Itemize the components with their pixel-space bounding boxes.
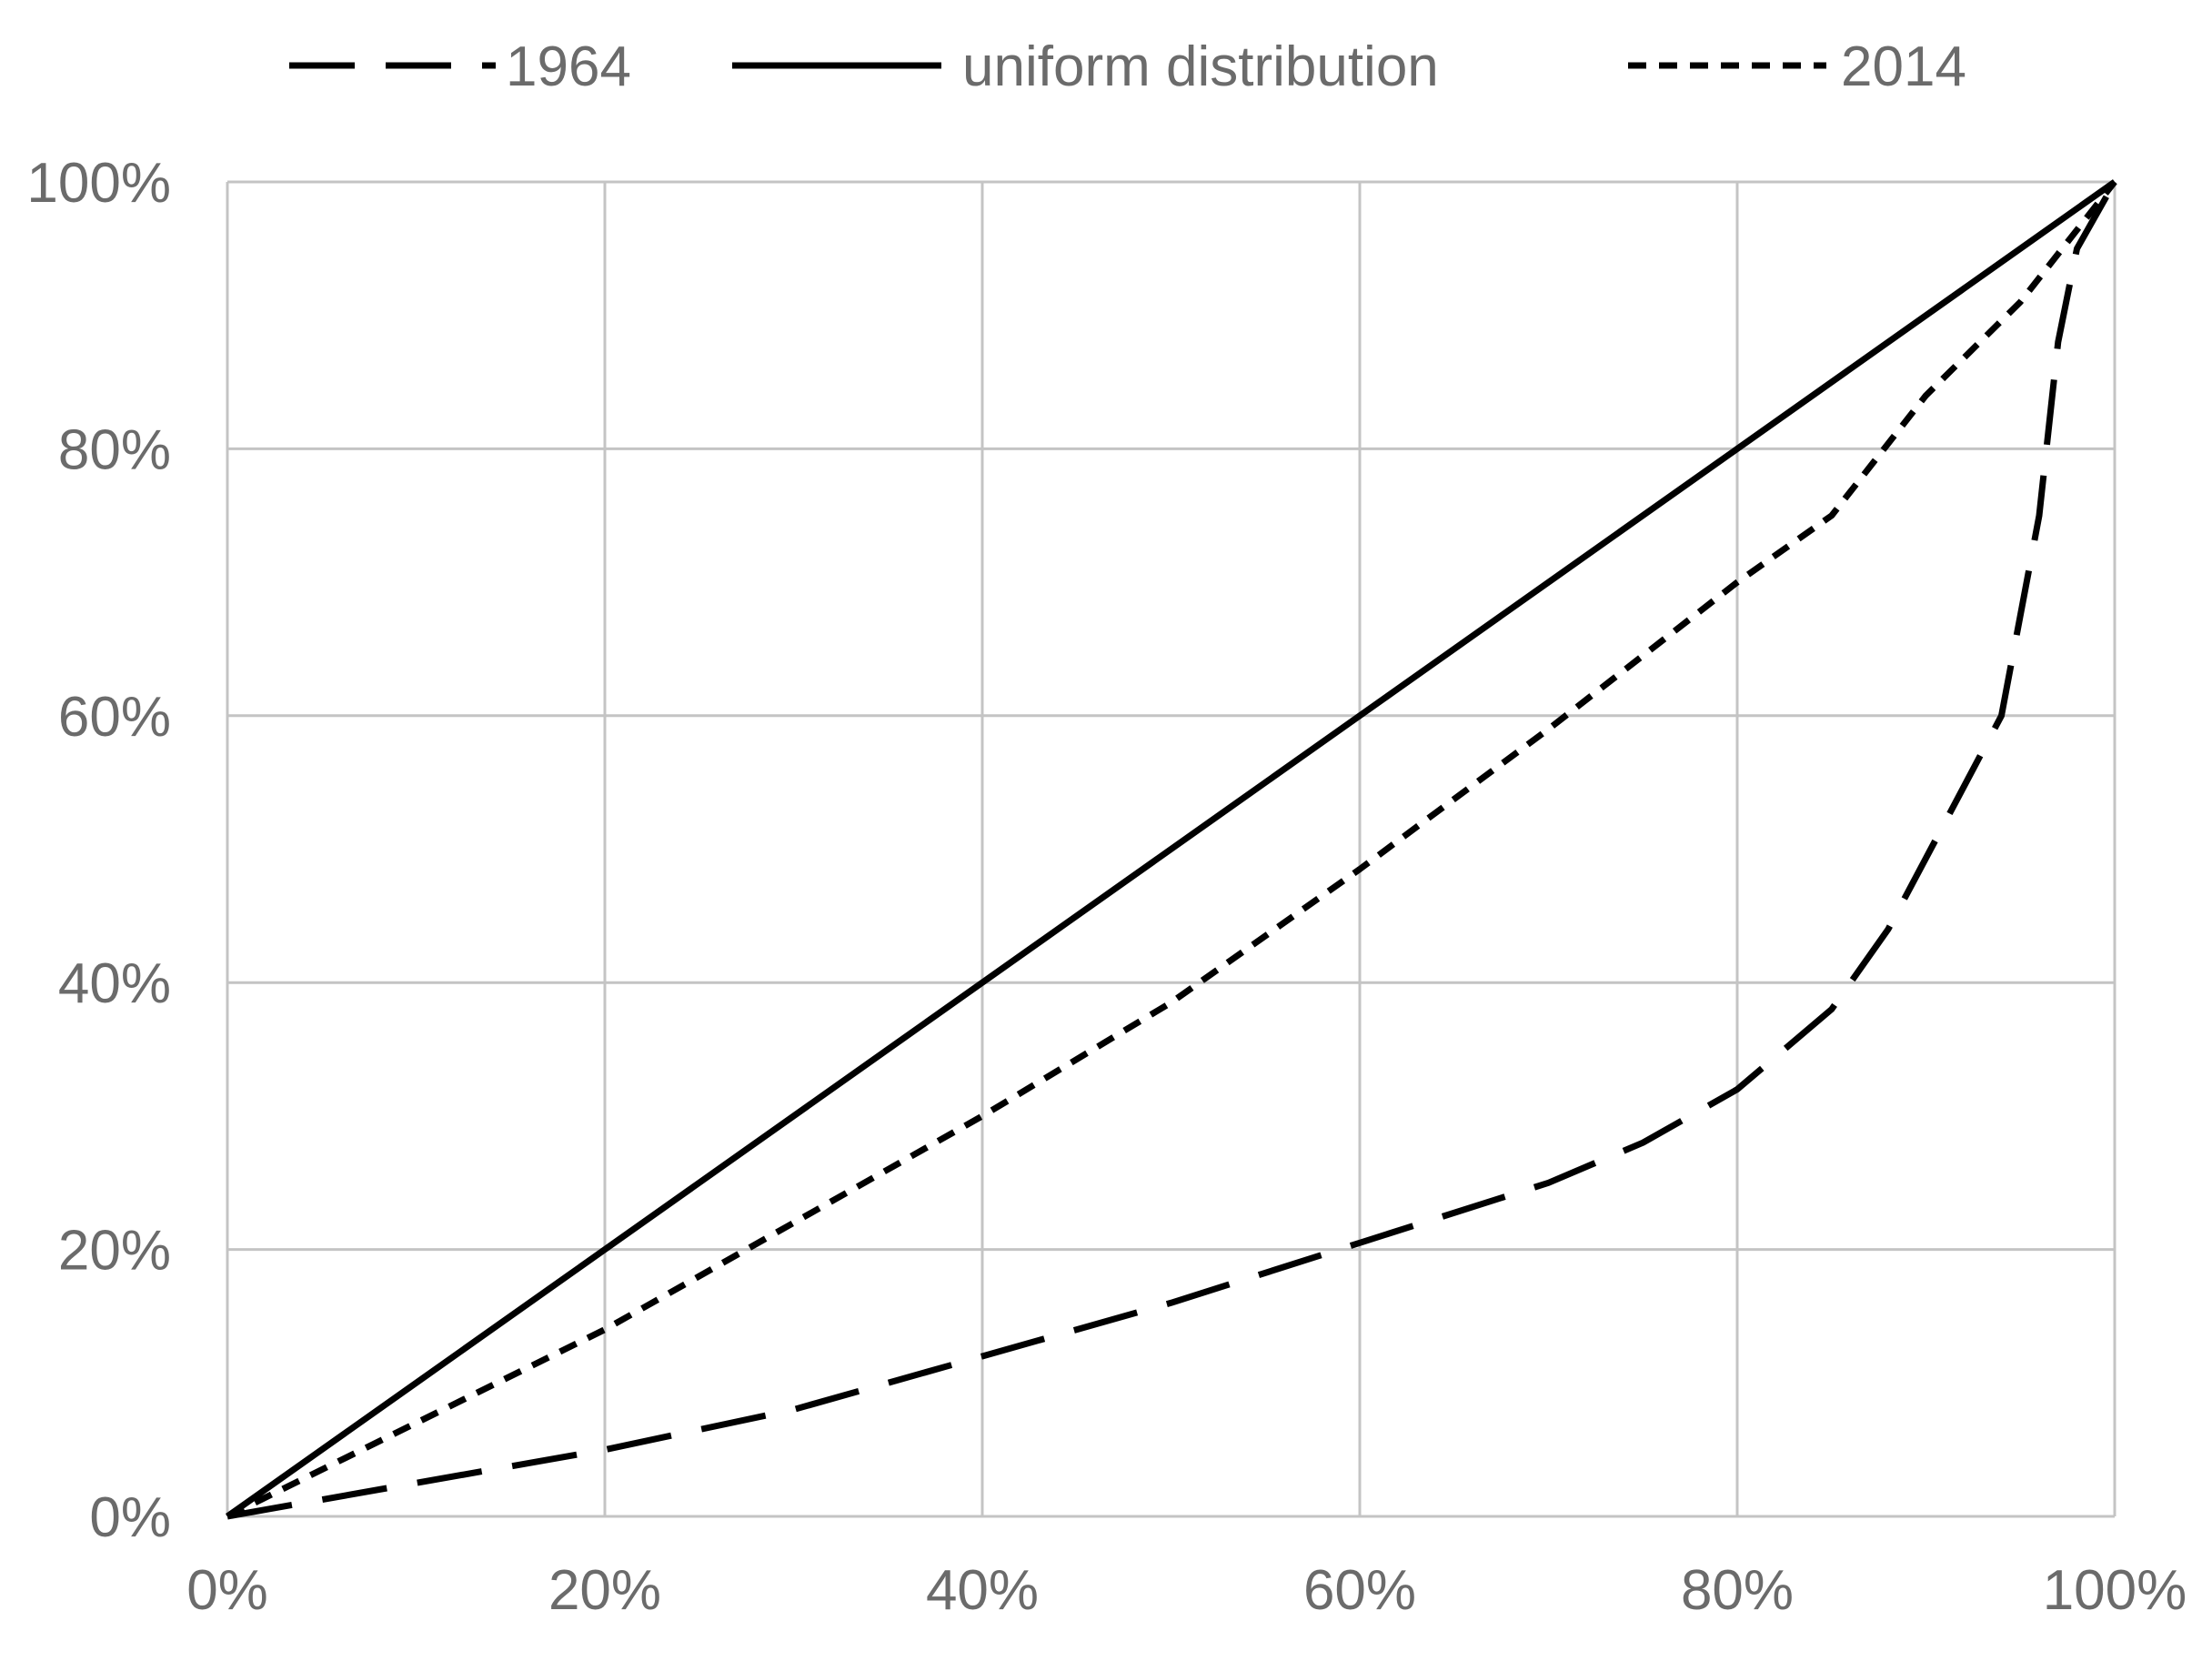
legend-label: 1964 [506, 35, 631, 98]
point-1964 [793, 1409, 794, 1410]
y-tick-label: 20% [58, 1220, 171, 1283]
y-tick-label: 100% [26, 152, 171, 215]
x-tick-label: 60% [1303, 1559, 1416, 1622]
series-line-2014 [226, 179, 2117, 1520]
x-tick-label: 0% [186, 1559, 268, 1622]
series-lines [225, 179, 2118, 1520]
legend: 1964 uniform distribution 2014 [289, 35, 1966, 98]
point-2014 [1548, 729, 1549, 730]
series-line-uniform-distribution [225, 179, 2117, 1519]
y-tick-label: 40% [58, 952, 171, 1015]
y-tick-label: 80% [58, 418, 171, 481]
legend-item-2014: 2014 [1628, 35, 1966, 98]
y-tick-label: 60% [58, 686, 171, 749]
legend-label: 2014 [1841, 35, 1966, 98]
point-2014 [416, 1423, 417, 1424]
series-line-1964 [226, 180, 2118, 1520]
axis-tick-labels: 0% 20% 40% 60% 80% 100% 0% 20% 40% 60% 80% 100% [26, 152, 2187, 1622]
point-1964 [1945, 822, 1946, 823]
legend-item-uniform-distribution: uniform distribution [732, 35, 1439, 98]
y-tick-label: 0% [89, 1486, 171, 1549]
grid [226, 180, 2116, 1518]
x-tick-label: 20% [548, 1559, 661, 1622]
legend-label: uniform distribution [962, 35, 1439, 98]
legend-item-1964: 1964 [289, 35, 631, 98]
x-tick-label: 80% [1681, 1559, 1794, 1622]
x-tick-label: 100% [2043, 1559, 2187, 1622]
x-tick-label: 40% [926, 1559, 1039, 1622]
point-1964 [416, 1483, 417, 1484]
